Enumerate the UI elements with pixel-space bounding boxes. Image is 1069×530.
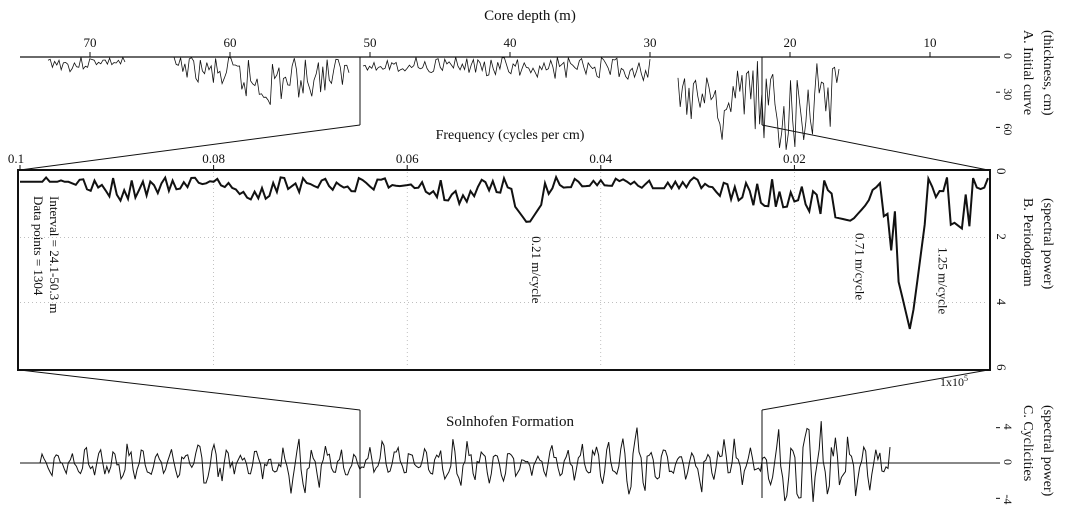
panel-c-series-line <box>39 421 891 502</box>
panel-b-y-tick-label: 2 <box>994 233 1009 240</box>
panel-a-x-tick-label: 40 <box>504 35 517 50</box>
side-label-b-1: B. Periodogram <box>1020 198 1035 287</box>
panel-b-peak-label: 0.71 m/cycle <box>853 233 868 300</box>
side-label-b-2: (spectral power) <box>1040 198 1055 290</box>
side-label-a-1: A. Initial curve <box>1020 30 1035 115</box>
panel-b-y-tick-label: 6 <box>994 364 1009 371</box>
side-label-c-1: C. Cyclicities <box>1020 405 1035 481</box>
core-depth-label: Core depth (m) <box>484 8 576 24</box>
panel-b-peak-label: 1.25 m/cycle <box>936 247 951 314</box>
panel-b-x-tick-label: 0.08 <box>202 151 225 166</box>
panel-a-y-tick-label: 0 <box>1001 53 1015 59</box>
panel-a-x-tick-label: 70 <box>84 35 97 50</box>
panel-a-series-line <box>47 56 840 150</box>
panel-b-frame <box>17 169 991 371</box>
scale-note: 1x105 <box>940 374 968 389</box>
datapoints-text: Data points = 1304 <box>31 196 46 296</box>
panel-b-y-tick-label: 0 <box>994 168 1009 175</box>
panel-b-x-tick-label: 0.1 <box>8 151 24 166</box>
panel-a-x-tick-label: 10 <box>924 35 937 50</box>
panel-b-x-tick-label: 0.02 <box>783 151 806 166</box>
panel-a-x-tick-label: 60 <box>224 35 237 50</box>
panel-c-y-tick-label: 0 <box>1001 459 1015 465</box>
panel-a-y-tick-label: 60 <box>1001 123 1015 135</box>
panel-b-x-tick-label: 0.04 <box>589 151 612 166</box>
panel-c-y-tick-label: -4 <box>1001 494 1015 504</box>
panel-a-x-tick-label: 30 <box>644 35 657 50</box>
frequency-label: Frequency (cycles per cm) <box>436 128 585 143</box>
panel-c: Solnhofen Formation 4 0 -4 <box>20 414 1015 504</box>
panel-b-peak-label: 0.21 m/cycle <box>529 236 544 303</box>
formation-label: Solnhofen Formation <box>446 414 574 430</box>
interval-text: Interval = 24.1-50.3 m <box>47 196 62 313</box>
panel-b: Frequency (cycles per cm) 0.1 0.08 0.06 0.0… <box>8 128 1009 389</box>
panel-a-x-tick-label: 50 <box>364 35 377 50</box>
panel-b-series-line <box>20 174 989 330</box>
side-label-a-2: (thickness, cm) <box>1040 30 1055 116</box>
panel-c-y-tick-label: 4 <box>1001 424 1015 430</box>
panel-b-x-tick-label: 0.06 <box>396 151 419 166</box>
side-label-c-2: (spectral power) <box>1040 405 1055 497</box>
panel-a: Core depth (m) 70 60 50 40 30 20 10 0 30 60 <box>20 8 1015 150</box>
panel-a-y-tick-label: 30 <box>1001 88 1015 100</box>
panel-b-y-tick-label: 4 <box>994 299 1009 306</box>
panel-a-x-tick-label: 20 <box>784 35 797 50</box>
